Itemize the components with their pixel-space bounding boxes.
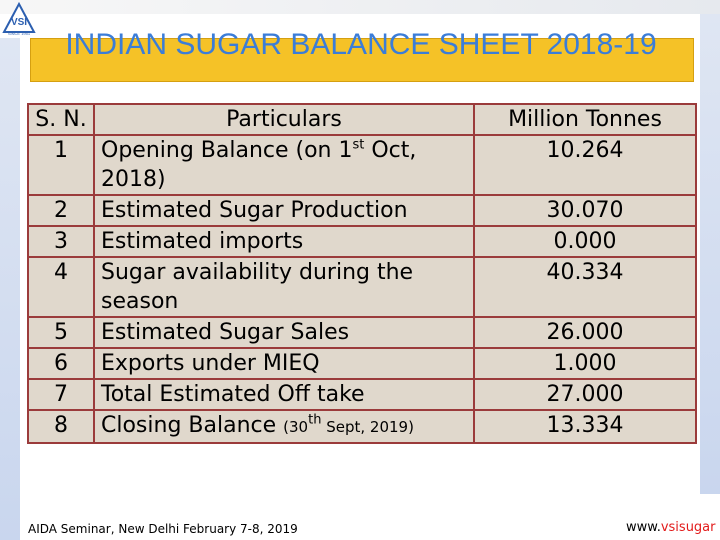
- row-particulars: Estimated Sugar Production: [93, 194, 475, 227]
- header-million-tonnes: Million Tonnes: [473, 103, 697, 136]
- vsi-logo-icon: VSI SINCE 1951: [2, 1, 36, 36]
- table-row: 7 Total Estimated Off take 27.000: [27, 378, 697, 411]
- table-header-row: S. N. Particulars Million Tonnes: [27, 103, 697, 136]
- footer-website: www.vsisugar: [626, 520, 716, 535]
- row-particulars: Estimated imports: [93, 225, 475, 258]
- header-sn: S. N.: [27, 103, 95, 136]
- title-banner: [30, 38, 694, 82]
- row-sn: 4: [27, 256, 95, 318]
- table-row: 4 Sugar availability during the season 4…: [27, 256, 697, 318]
- svg-text:SINCE 1951: SINCE 1951: [8, 31, 31, 36]
- table-row: 8 Closing Balance (30th Sept, 2019) 13.3…: [27, 409, 697, 444]
- row-sn: 7: [27, 378, 95, 411]
- left-decorative-bar: [0, 38, 20, 540]
- svg-text:VSI: VSI: [11, 17, 27, 28]
- footer-event-text: AIDA Seminar, New Delhi February 7-8, 20…: [26, 522, 300, 536]
- row-sn: 8: [27, 409, 95, 444]
- row-value: 0.000: [473, 225, 697, 258]
- row-sn: 1: [27, 134, 95, 196]
- row-particulars: Sugar availability during the season: [93, 256, 475, 318]
- row-particulars: Exports under MIEQ: [93, 347, 475, 380]
- header-particulars: Particulars: [93, 103, 475, 136]
- row-particulars: Closing Balance (30th Sept, 2019): [93, 409, 475, 444]
- row-sn: 6: [27, 347, 95, 380]
- row-value: 27.000: [473, 378, 697, 411]
- row-value: 1.000: [473, 347, 697, 380]
- row-sn: 5: [27, 316, 95, 349]
- top-strip: [0, 0, 720, 14]
- row-value: 40.334: [473, 256, 697, 318]
- table-row: 6 Exports under MIEQ 1.000: [27, 347, 697, 380]
- row-value: 13.334: [473, 409, 697, 444]
- vsi-logo: VSI SINCE 1951: [2, 1, 36, 36]
- row-value: 26.000: [473, 316, 697, 349]
- row-particulars: Total Estimated Off take: [93, 378, 475, 411]
- sugar-balance-table: S. N. Particulars Million Tonnes 1 Openi…: [27, 103, 697, 444]
- right-decorative-bar: [700, 14, 720, 494]
- row-sn: 3: [27, 225, 95, 258]
- row-value: 10.264: [473, 134, 697, 196]
- table-row: 2 Estimated Sugar Production 30.070: [27, 194, 697, 227]
- row-particulars: Opening Balance (on 1st Oct, 2018): [93, 134, 475, 196]
- table-row: 5 Estimated Sugar Sales 26.000: [27, 316, 697, 349]
- table-row: 1 Opening Balance (on 1st Oct, 2018) 10.…: [27, 134, 697, 196]
- row-particulars: Estimated Sugar Sales: [93, 316, 475, 349]
- row-sn: 2: [27, 194, 95, 227]
- table-row: 3 Estimated imports 0.000: [27, 225, 697, 258]
- row-value: 30.070: [473, 194, 697, 227]
- slide-title: INDIAN SUGAR BALANCE SHEET 2018-19: [65, 28, 657, 61]
